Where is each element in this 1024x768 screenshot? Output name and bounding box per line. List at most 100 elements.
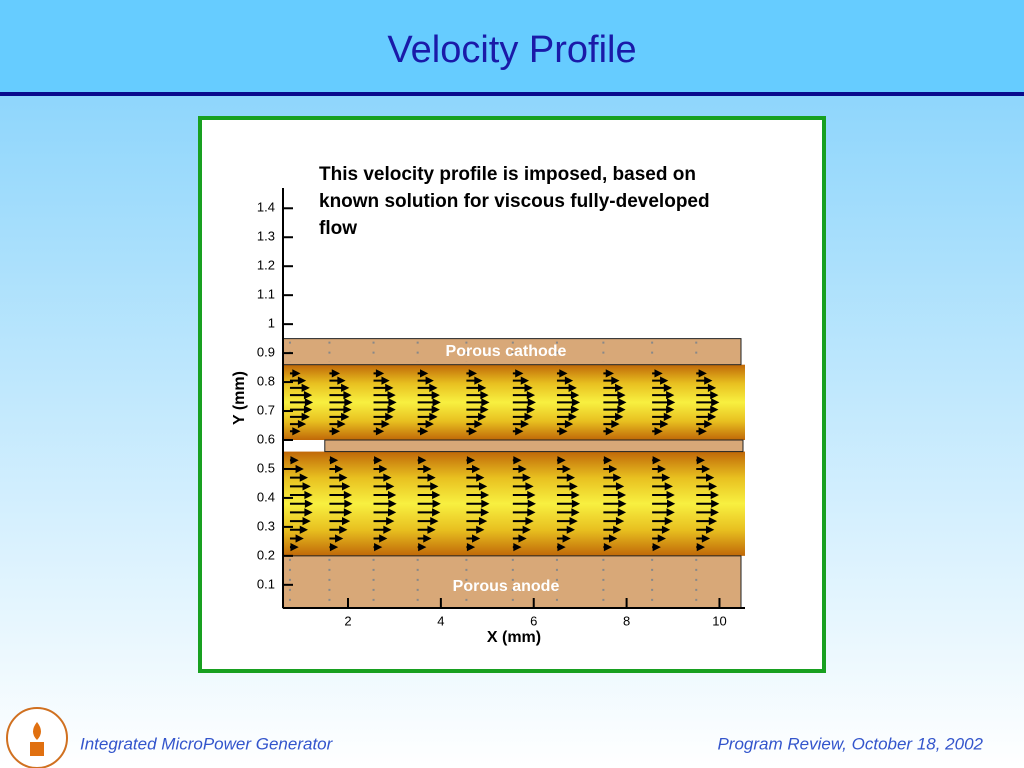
- logo-flame: [30, 722, 44, 756]
- arrow: [289, 508, 313, 517]
- y-tick-label: 0.4: [257, 489, 275, 504]
- arrow: [696, 369, 707, 378]
- arrow: [466, 543, 476, 552]
- arrow: [556, 376, 574, 385]
- arrow: [512, 482, 534, 491]
- arrow: [466, 412, 487, 421]
- arrow: [289, 490, 313, 500]
- arrow: [603, 464, 618, 474]
- arrow: [512, 376, 530, 385]
- arrow: [373, 405, 396, 414]
- arrow: [417, 508, 441, 517]
- band-label: Porous anode: [453, 578, 560, 595]
- x-tick-label: 2: [344, 613, 351, 628]
- arrow: [696, 490, 719, 500]
- arrow: [603, 543, 613, 552]
- arrow: [466, 390, 489, 400]
- y-tick-label: 0.3: [257, 518, 275, 533]
- arrow: [603, 376, 620, 385]
- arrow: [329, 508, 353, 517]
- arrow: [417, 412, 438, 421]
- arrow: [329, 412, 350, 421]
- arrow: [373, 473, 392, 482]
- arrow: [652, 525, 671, 534]
- arrow: [652, 516, 673, 526]
- arrow: [696, 456, 705, 465]
- y-tick-label: 0.6: [257, 431, 275, 446]
- arrow: [329, 490, 353, 500]
- y-tick-label: 1: [268, 316, 275, 331]
- arrow: [329, 516, 351, 526]
- arrow: [652, 412, 673, 421]
- arrow: [556, 525, 575, 534]
- arrow: [652, 499, 676, 508]
- arrow: [373, 499, 397, 508]
- arrow: [556, 427, 568, 436]
- arrow: [329, 376, 346, 385]
- band-label: Porous cathode: [446, 343, 567, 360]
- arrow: [603, 490, 627, 500]
- y-tick-label: 0.1: [257, 576, 275, 591]
- arrow: [603, 412, 624, 421]
- arrow: [652, 419, 669, 429]
- arrow: [556, 464, 571, 474]
- arrow: [603, 534, 618, 543]
- y-tick-label: 1.2: [257, 258, 275, 273]
- y-tick-label: 1.4: [257, 200, 275, 215]
- arrow: [373, 516, 395, 526]
- arrow: [417, 534, 432, 543]
- arrow: [652, 398, 676, 407]
- arrow: [603, 427, 614, 436]
- arrow: [696, 534, 711, 543]
- arrow: [603, 508, 627, 517]
- arrow: [652, 473, 671, 482]
- arrow: [466, 508, 490, 517]
- arrow: [512, 499, 536, 508]
- arrow: [603, 398, 627, 407]
- arrow: [556, 543, 566, 552]
- arrow: [652, 390, 675, 400]
- y-tick-label: 0.2: [257, 547, 275, 562]
- arrow: [696, 383, 717, 392]
- arrow: [466, 398, 490, 407]
- arrow: [417, 543, 427, 552]
- header-rule: [0, 92, 1024, 96]
- y-tick-label: 0.7: [257, 402, 275, 417]
- arrow: [289, 412, 310, 421]
- arrow: [696, 376, 713, 385]
- arrow: [512, 543, 522, 552]
- arrow: [466, 464, 481, 474]
- arrow: [289, 419, 307, 429]
- arrow: [652, 543, 661, 552]
- arrow: [466, 490, 490, 500]
- arrow: [373, 427, 385, 436]
- arrow: [289, 383, 310, 392]
- arrow: [556, 398, 581, 407]
- arrow: [289, 398, 314, 407]
- arrow: [373, 390, 396, 400]
- arrow: [466, 499, 490, 508]
- x-tick-label: 8: [623, 613, 630, 628]
- arrow: [652, 464, 666, 474]
- arrow: [329, 398, 353, 407]
- y-tick-label: 0.8: [257, 374, 275, 389]
- arrow: [417, 456, 427, 465]
- arrow: [512, 525, 531, 534]
- arrow: [512, 390, 536, 400]
- arrow: [417, 383, 438, 392]
- arrow: [373, 543, 383, 552]
- arrow: [329, 473, 348, 482]
- arrow: [603, 499, 627, 508]
- arrow: [466, 405, 489, 414]
- arrow: [329, 543, 339, 552]
- arrow: [373, 490, 397, 500]
- x-tick-label: 6: [530, 613, 537, 628]
- arrow: [329, 369, 341, 378]
- arrow: [696, 473, 715, 482]
- arrow: [417, 376, 434, 385]
- arrow: [466, 383, 487, 392]
- arrow: [652, 508, 675, 517]
- arrow: [289, 543, 299, 552]
- arrow: [512, 383, 533, 392]
- arrow: [512, 412, 533, 421]
